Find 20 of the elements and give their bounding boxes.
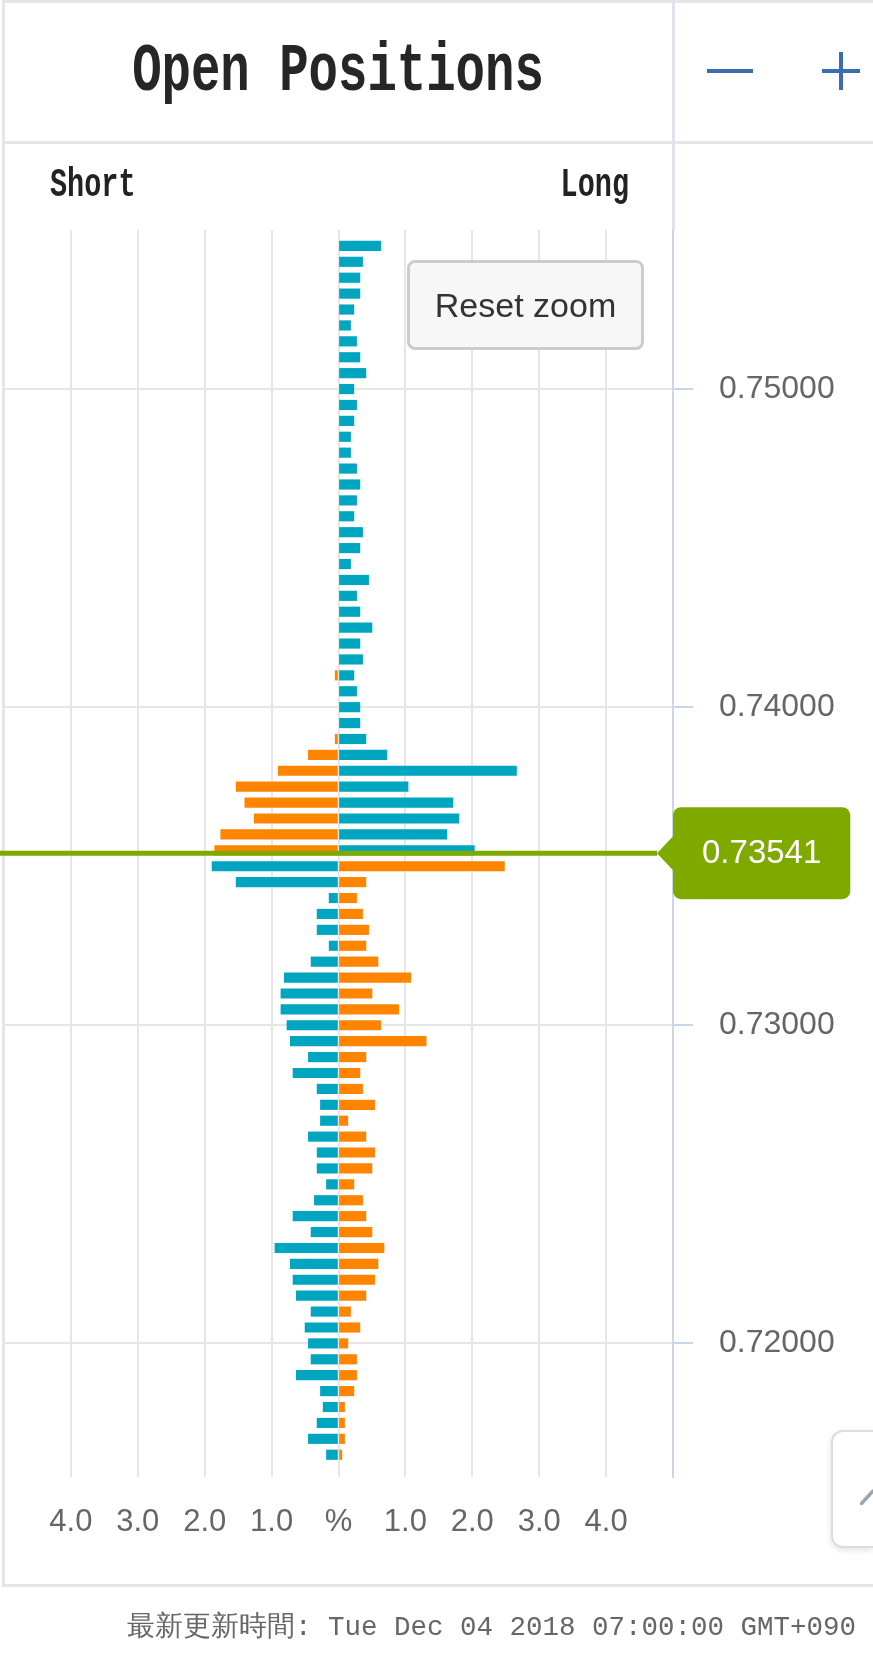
x-tick-label: 4.0 [584,1503,628,1539]
x-tick-label: 4.0 [49,1503,93,1539]
annotation: Reset zoom [434,285,617,325]
ref-line-label: 0.73541 [701,833,822,871]
y-tick-label: 0.74000 [719,687,835,723]
text: Short [50,162,136,209]
x-tick-label: 2.0 [183,1503,227,1539]
x-tick-label: 1.0 [250,1503,294,1539]
text: Long [560,162,629,209]
x-tick-label: 3.0 [517,1503,561,1539]
y-tick-label: 0.72000 [719,1323,835,1360]
zoom-reset-button[interactable]: Reset zoom [407,260,644,350]
y-tick-label: 0.75000 [719,368,835,405]
x-tick-label: % [324,1503,353,1539]
chart-title: Open Positions [132,32,544,112]
text: 最新更新時間: Tue Dec 04 2018 07:00:00 GMT+090 [127,1611,857,1645]
x-tick-label: 2.0 [450,1503,494,1539]
x-tick-label: 3.0 [116,1503,160,1539]
y-tick-label: 0.73000 [719,1005,835,1042]
x-tick-label: 1.0 [383,1503,427,1539]
